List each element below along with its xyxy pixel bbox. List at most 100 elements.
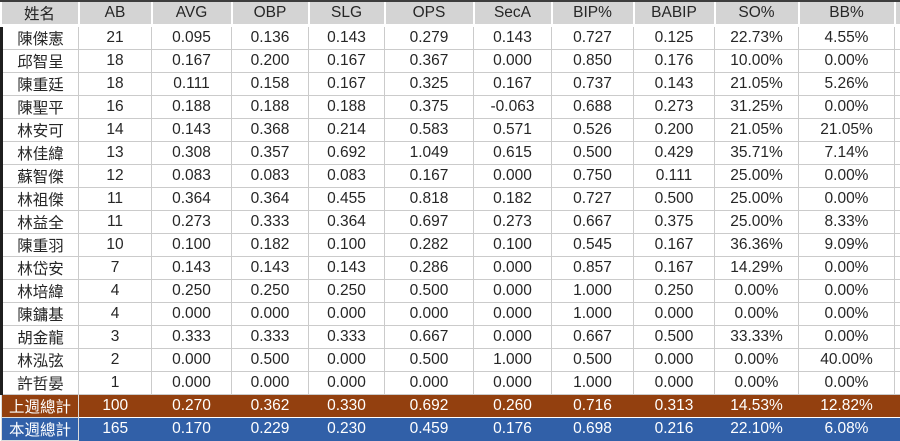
stat-cell-avg[interactable]: 0.095 [152, 26, 232, 50]
stat-cell-babip[interactable]: 0.375 [634, 211, 715, 234]
stat-cell-avg[interactable]: 0.100 [152, 234, 232, 257]
stat-cell-ab[interactable]: 11 [79, 211, 152, 234]
stat-cell-slg[interactable]: 0.000 [309, 372, 385, 395]
stat-cell-so-pct[interactable]: 22.73% [715, 26, 799, 50]
stat-cell-avg[interactable]: 0.364 [152, 188, 232, 211]
stat-cell-so-pct[interactable]: 0.00% [715, 303, 799, 326]
stat-cell-so-pct[interactable]: 10.00% [715, 50, 799, 73]
stat-cell-babip[interactable]: 0.200 [634, 119, 715, 142]
stat-cell-slg[interactable]: 0.143 [309, 26, 385, 50]
this-week-total-bb-pct[interactable]: 6.08% [799, 418, 895, 441]
stat-cell-babip[interactable]: 0.167 [634, 257, 715, 280]
last-week-total-label[interactable]: 上週總計 [2, 395, 79, 418]
stat-cell-slg[interactable]: 0.167 [309, 50, 385, 73]
stat-cell-avg[interactable]: 0.273 [152, 211, 232, 234]
last-week-total-obp[interactable]: 0.362 [232, 395, 309, 418]
this-week-total-so-pct[interactable]: 22.10% [715, 418, 799, 441]
player-name-cell[interactable]: 林培緯 [2, 280, 79, 303]
stat-cell-bb-pct[interactable]: 0.00% [799, 50, 895, 73]
last-week-total-avg[interactable]: 0.270 [152, 395, 232, 418]
stat-cell-avg[interactable]: 0.333 [152, 326, 232, 349]
stat-cell-so-pct[interactable]: 35.71% [715, 142, 799, 165]
stat-cell-babip[interactable]: 0.125 [634, 26, 715, 50]
player-name-cell[interactable]: 林佳緯 [2, 142, 79, 165]
stat-cell-ops[interactable]: 0.367 [385, 50, 474, 73]
stat-cell-ab[interactable]: 21 [79, 26, 152, 50]
stat-cell-ab[interactable]: 18 [79, 50, 152, 73]
stat-cell-slg[interactable]: 0.188 [309, 96, 385, 119]
stat-cell-ops[interactable]: 0.286 [385, 257, 474, 280]
stat-cell-avg[interactable]: 0.143 [152, 119, 232, 142]
stat-cell-so-pct[interactable]: 25.00% [715, 188, 799, 211]
this-week-total-avg[interactable]: 0.170 [152, 418, 232, 441]
stat-cell-ops[interactable]: 0.697 [385, 211, 474, 234]
stat-cell-slg[interactable]: 0.000 [309, 349, 385, 372]
stat-cell-so-pct[interactable]: 33.33% [715, 326, 799, 349]
stat-cell-ops[interactable]: 0.500 [385, 349, 474, 372]
stat-cell-avg[interactable]: 0.111 [152, 73, 232, 96]
last-week-total-so-pct[interactable]: 14.53% [715, 395, 799, 418]
stat-cell-obp[interactable]: 0.368 [232, 119, 309, 142]
stat-cell-bb-pct[interactable]: 0.00% [799, 280, 895, 303]
stat-cell-bip-pct[interactable]: 0.667 [552, 326, 634, 349]
stat-cell-bip-pct[interactable]: 0.850 [552, 50, 634, 73]
last-week-total-bb-pct[interactable]: 12.82% [799, 395, 895, 418]
stat-cell-seca[interactable]: 0.143 [474, 26, 552, 50]
stat-cell-so-pct[interactable]: 25.00% [715, 165, 799, 188]
stat-cell-so-pct[interactable]: 0.00% [715, 372, 799, 395]
stat-cell-ops[interactable]: 0.667 [385, 326, 474, 349]
stat-cell-bip-pct[interactable]: 0.737 [552, 73, 634, 96]
stat-cell-ab[interactable]: 4 [79, 280, 152, 303]
stat-cell-so-pct[interactable]: 21.05% [715, 73, 799, 96]
stat-cell-bip-pct[interactable]: 0.545 [552, 234, 634, 257]
stat-cell-slg[interactable]: 0.100 [309, 234, 385, 257]
stat-cell-seca[interactable]: 0.000 [474, 372, 552, 395]
stat-cell-babip[interactable]: 0.273 [634, 96, 715, 119]
stat-cell-obp[interactable]: 0.500 [232, 349, 309, 372]
stat-cell-bb-pct[interactable]: 21.05% [799, 119, 895, 142]
column-header-ab[interactable]: AB [79, 2, 152, 26]
stat-cell-bip-pct[interactable]: 1.000 [552, 280, 634, 303]
stat-cell-avg[interactable]: 0.143 [152, 257, 232, 280]
this-week-total-babip[interactable]: 0.216 [634, 418, 715, 441]
player-name-cell[interactable]: 許哲晏 [2, 372, 79, 395]
stat-cell-bb-pct[interactable]: 4.55% [799, 26, 895, 50]
stat-cell-ab[interactable]: 14 [79, 119, 152, 142]
player-name-cell[interactable]: 陳聖平 [2, 96, 79, 119]
player-name-cell[interactable]: 林安可 [2, 119, 79, 142]
column-header-babip[interactable]: BABIP [634, 2, 715, 26]
stat-cell-bip-pct[interactable]: 0.667 [552, 211, 634, 234]
stat-cell-seca[interactable]: 0.000 [474, 280, 552, 303]
stat-cell-babip[interactable]: 0.167 [634, 234, 715, 257]
stat-cell-ab[interactable]: 18 [79, 73, 152, 96]
stat-cell-bip-pct[interactable]: 0.727 [552, 188, 634, 211]
stat-cell-slg[interactable]: 0.083 [309, 165, 385, 188]
player-name-cell[interactable]: 陳鏞基 [2, 303, 79, 326]
stat-cell-ops[interactable]: 0.325 [385, 73, 474, 96]
this-week-total-seca[interactable]: 0.176 [474, 418, 552, 441]
stat-cell-ops[interactable]: 0.282 [385, 234, 474, 257]
stat-cell-bb-pct[interactable]: 0.00% [799, 372, 895, 395]
stat-cell-bip-pct[interactable]: 0.526 [552, 119, 634, 142]
stat-cell-obp[interactable]: 0.182 [232, 234, 309, 257]
stat-cell-so-pct[interactable]: 0.00% [715, 349, 799, 372]
stat-cell-ops[interactable]: 0.818 [385, 188, 474, 211]
stat-cell-bip-pct[interactable]: 1.000 [552, 372, 634, 395]
stat-cell-bb-pct[interactable]: 5.26% [799, 73, 895, 96]
stat-cell-obp[interactable]: 0.188 [232, 96, 309, 119]
this-week-total-label[interactable]: 本週總計 [2, 418, 79, 441]
stat-cell-babip[interactable]: 0.000 [634, 349, 715, 372]
stat-cell-so-pct[interactable]: 0.00% [715, 280, 799, 303]
stat-cell-so-pct[interactable]: 36.36% [715, 234, 799, 257]
stat-cell-obp[interactable]: 0.136 [232, 26, 309, 50]
stat-cell-obp[interactable]: 0.333 [232, 326, 309, 349]
this-week-total-ops[interactable]: 0.459 [385, 418, 474, 441]
stat-cell-slg[interactable]: 0.364 [309, 211, 385, 234]
stat-cell-bb-pct[interactable]: 8.33% [799, 211, 895, 234]
player-name-cell[interactable]: 陳重羽 [2, 234, 79, 257]
stat-cell-so-pct[interactable]: 31.25% [715, 96, 799, 119]
player-name-cell[interactable]: 邱智呈 [2, 50, 79, 73]
stat-cell-avg[interactable]: 0.308 [152, 142, 232, 165]
stat-cell-obp[interactable]: 0.000 [232, 303, 309, 326]
stat-cell-babip[interactable]: 0.000 [634, 372, 715, 395]
